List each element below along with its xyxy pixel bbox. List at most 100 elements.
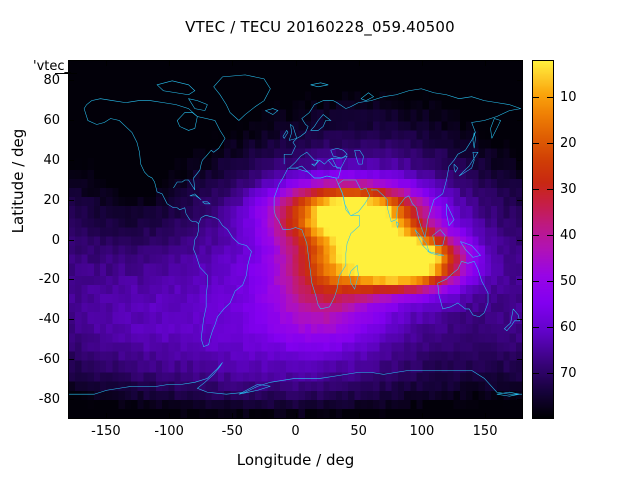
coastline-path: [190, 194, 201, 200]
coastline-path: [189, 99, 208, 111]
y-axis-tick-mark: [68, 359, 74, 361]
y-axis-tick-mark: [68, 399, 74, 401]
colorbar-tick-mark: [547, 326, 553, 328]
y-axis-tick-mark: [68, 279, 74, 281]
coastline-path: [186, 214, 251, 347]
x-axis-tick-mark: [358, 60, 360, 66]
coastline-path: [283, 130, 288, 138]
x-axis-tick-mark: [105, 60, 107, 66]
coastline-path: [355, 150, 364, 164]
x-axis-tick-mark: [105, 413, 107, 419]
y-axis-tick-mark: [68, 319, 74, 321]
y-axis-tick-mark: [517, 159, 523, 161]
y-axis-tick-mark: [517, 119, 523, 121]
colorbar-tick-mark: [547, 372, 553, 374]
vtec-raster: [69, 61, 522, 418]
x-axis-tick-mark: [421, 60, 423, 66]
x-axis-tick-label: 150: [472, 424, 498, 439]
x-axis-label: Longitude / deg: [236, 451, 355, 469]
x-axis-tick-mark: [295, 413, 297, 419]
colorbar-tick-mark: [547, 142, 553, 144]
colorbar-tick-mark: [547, 188, 553, 190]
colorbar-tick-mark: [547, 96, 553, 98]
y-axis-tick-mark: [68, 119, 74, 121]
y-axis-tick-mark: [517, 359, 523, 361]
colorbar-tick-label: 50: [560, 273, 577, 289]
coastline-path: [361, 93, 374, 101]
x-axis-tick-label: -50: [221, 424, 243, 439]
coastline-path: [504, 309, 519, 331]
y-axis-tick-label: 60: [43, 112, 60, 128]
coastline-path: [350, 265, 359, 289]
coastline-path: [338, 180, 369, 216]
heatmap-plot-area: [68, 60, 523, 419]
colorbar-tick-label: 40: [560, 227, 577, 243]
colorbar-tick-mark: [533, 280, 539, 282]
plot-key-line: [55, 73, 77, 74]
x-axis-tick-mark: [358, 413, 360, 419]
x-axis-tick-mark: [232, 60, 234, 66]
y-axis-tick-mark: [68, 79, 74, 81]
coastline-path: [396, 222, 399, 228]
coastline-path: [473, 132, 476, 148]
x-axis-tick-mark: [169, 60, 171, 66]
y-axis-tick-mark: [517, 319, 523, 321]
coastline-path: [157, 81, 195, 95]
plot-key-label: 'vtec_: [33, 59, 72, 74]
y-axis-tick-label: 80: [43, 72, 60, 88]
coastline-path: [454, 164, 458, 172]
y-axis-tick-label: 40: [43, 152, 60, 168]
coastline-path: [428, 251, 444, 255]
x-axis-tick-mark: [169, 413, 171, 419]
x-axis-tick-mark: [485, 60, 487, 66]
x-axis-tick-label: -100: [154, 424, 184, 439]
colorbar-tick-mark: [533, 188, 539, 190]
colorbar-tick-label: 70: [560, 365, 577, 381]
coastline-path: [311, 115, 331, 131]
colorbar-tick-mark: [547, 234, 553, 236]
coastline-path: [415, 230, 429, 252]
colorbar-tick-label: 30: [560, 181, 577, 197]
x-axis-tick-mark: [485, 413, 487, 419]
coastline-path: [433, 230, 446, 246]
y-axis-tick-label: -60: [38, 352, 60, 368]
coastline-path: [214, 75, 271, 121]
y-axis-tick-label: -20: [38, 272, 60, 288]
coastline-path: [84, 99, 225, 190]
colorbar: [532, 60, 554, 419]
coastline-path: [202, 202, 210, 204]
colorbar-tick-mark: [547, 280, 553, 282]
colorbar-tick-mark: [533, 96, 539, 98]
x-axis-tick-mark: [232, 413, 234, 419]
colorbar-tick-mark: [533, 326, 539, 328]
y-axis-tick-label: 0: [51, 232, 60, 248]
coastline-path: [491, 119, 501, 139]
y-axis-tick-label: -40: [38, 312, 60, 328]
y-axis-tick-mark: [517, 199, 523, 201]
colorbar-tick-mark: [533, 372, 539, 374]
y-axis-tick-label: -80: [38, 392, 60, 408]
coastline-path: [438, 261, 488, 317]
coastline-path: [284, 89, 521, 164]
coastline-path: [177, 113, 197, 131]
x-axis-tick-mark: [421, 413, 423, 419]
colorbar-tick-label: 10: [560, 89, 577, 105]
x-axis-tick-mark: [295, 60, 297, 66]
colorbar-tick-label: 20: [560, 135, 577, 151]
y-axis-tick-label: 20: [43, 192, 60, 208]
coastline-overlay: [69, 61, 522, 418]
coastline-path: [311, 83, 329, 87]
x-axis-tick-label: 0: [291, 424, 300, 439]
coastline-path: [239, 384, 270, 394]
coastline-path: [447, 204, 455, 226]
coastline-path: [289, 124, 297, 140]
coastline-path: [460, 241, 480, 257]
x-axis-tick-label: 100: [409, 424, 435, 439]
coastline-path: [69, 362, 522, 394]
coastline-path: [265, 109, 278, 115]
x-axis-tick-label: 50: [350, 424, 367, 439]
colorbar-tick-mark: [533, 142, 539, 144]
y-axis-tick-mark: [68, 199, 74, 201]
coastline-path: [331, 148, 347, 158]
